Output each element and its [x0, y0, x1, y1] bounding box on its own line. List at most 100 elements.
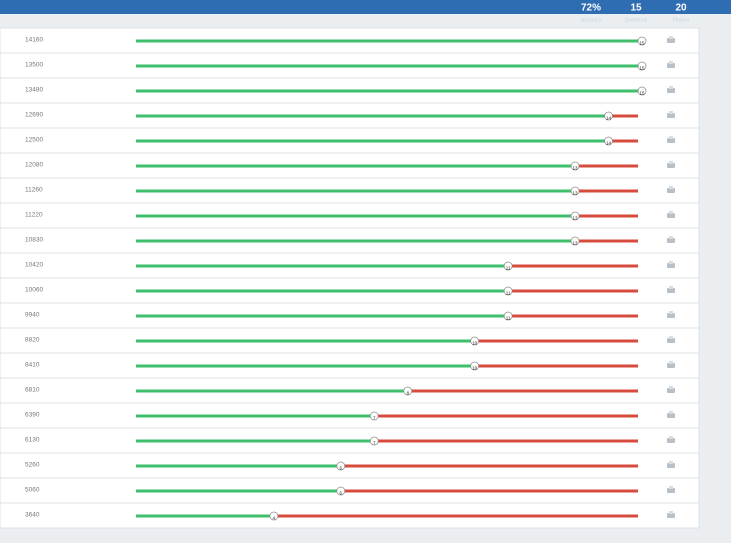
marker-label: 14: [606, 116, 612, 121]
print-icon[interactable]: [667, 213, 675, 218]
score: 10060: [25, 287, 43, 294]
marker-label: 13: [573, 216, 579, 221]
print-icon[interactable]: [667, 63, 675, 68]
marker: [369, 411, 379, 421]
marker: [604, 136, 613, 146]
print-icon-paper: [669, 511, 673, 514]
print-icon[interactable]: [667, 288, 675, 293]
marker-label: 4: [273, 516, 276, 521]
print-icon[interactable]: [667, 238, 675, 243]
print-icon[interactable]: [667, 513, 675, 518]
print-icon[interactable]: [667, 263, 675, 268]
marker: [570, 211, 580, 221]
print-icon-paper: [669, 461, 673, 464]
score: 13500: [25, 62, 43, 69]
marker: [570, 186, 580, 196]
marker-label: 13: [573, 241, 579, 246]
print-icon[interactable]: [667, 413, 675, 418]
print-icon[interactable]: [667, 488, 675, 493]
print-icon-paper: [669, 186, 673, 189]
print-icon-paper: [669, 486, 673, 489]
marker: [336, 461, 346, 471]
marker: [637, 61, 647, 71]
print-icon[interactable]: [667, 388, 675, 393]
print-icon-paper: [669, 311, 673, 314]
marker: [503, 286, 513, 296]
marker: [269, 511, 279, 521]
score: 8820: [25, 337, 40, 344]
print-icon[interactable]: [667, 88, 675, 93]
marker: [369, 436, 379, 446]
score: 12080: [25, 162, 43, 169]
print-icon-paper: [669, 61, 673, 64]
print-icon-paper: [669, 261, 673, 264]
marker-label: 15: [639, 41, 645, 46]
score: 11260: [25, 187, 43, 194]
print-icon[interactable]: [667, 113, 675, 118]
print-icon-paper: [669, 386, 673, 389]
marker: [604, 111, 613, 121]
marker-label: 13: [573, 166, 579, 171]
print-icon[interactable]: [667, 188, 675, 193]
marker-label: 11: [506, 266, 511, 271]
marker: [470, 361, 480, 371]
print-icon-paper: [669, 211, 673, 214]
print-icon[interactable]: [667, 138, 675, 143]
score: 13480: [25, 87, 43, 94]
stat-label: Questions: [625, 17, 648, 23]
score: 11220: [25, 212, 43, 219]
marker-label: 15: [639, 66, 645, 71]
marker-label: 11: [506, 316, 511, 321]
print-icon-paper: [669, 336, 673, 339]
print-icon-paper: [669, 36, 673, 39]
marker: [336, 486, 346, 496]
score: 6130: [25, 437, 40, 444]
print-icon[interactable]: [667, 163, 675, 168]
print-icon-paper: [669, 236, 673, 239]
marker: [503, 311, 513, 321]
score: 8410: [25, 362, 40, 369]
marker: [470, 336, 480, 346]
marker: [570, 161, 580, 171]
print-icon-paper: [669, 86, 673, 89]
score: 6390: [25, 412, 40, 419]
marker-label: 8: [406, 391, 409, 396]
marker-label: 15: [639, 91, 645, 96]
print-icon-paper: [669, 111, 673, 114]
print-icon-paper: [669, 411, 673, 414]
print-icon-paper: [669, 361, 673, 364]
score: 10830: [25, 237, 43, 244]
print-icon-paper: [669, 161, 673, 164]
score: 12690: [25, 112, 43, 119]
print-icon[interactable]: [667, 338, 675, 343]
marker-label: 10: [472, 366, 478, 371]
score: 9940: [25, 312, 40, 319]
stat-value: 20: [675, 3, 687, 14]
print-icon[interactable]: [667, 363, 675, 368]
print-icon[interactable]: [667, 313, 675, 318]
marker-label: 7: [373, 441, 376, 446]
marker: [637, 36, 647, 46]
print-icon[interactable]: [667, 463, 675, 468]
stat-value: 15: [630, 3, 642, 14]
score: 10420: [25, 262, 43, 269]
marker-label: 14: [606, 141, 612, 146]
score: 6810: [25, 387, 40, 394]
print-icon-paper: [669, 436, 673, 439]
print-icon-paper: [669, 286, 673, 289]
marker-label: 7: [373, 416, 376, 421]
score: 3640: [25, 512, 40, 519]
marker-label: 6: [340, 491, 343, 496]
print-icon[interactable]: [667, 438, 675, 443]
marker-label: 11: [506, 291, 511, 296]
print-icon[interactable]: [667, 38, 675, 43]
marker: [403, 386, 413, 396]
marker: [570, 236, 580, 246]
marker: [637, 86, 647, 96]
marker: [503, 261, 513, 271]
score: 14160: [25, 37, 43, 44]
stat-value: 72%: [581, 3, 601, 14]
marker-label: 6: [340, 466, 343, 471]
